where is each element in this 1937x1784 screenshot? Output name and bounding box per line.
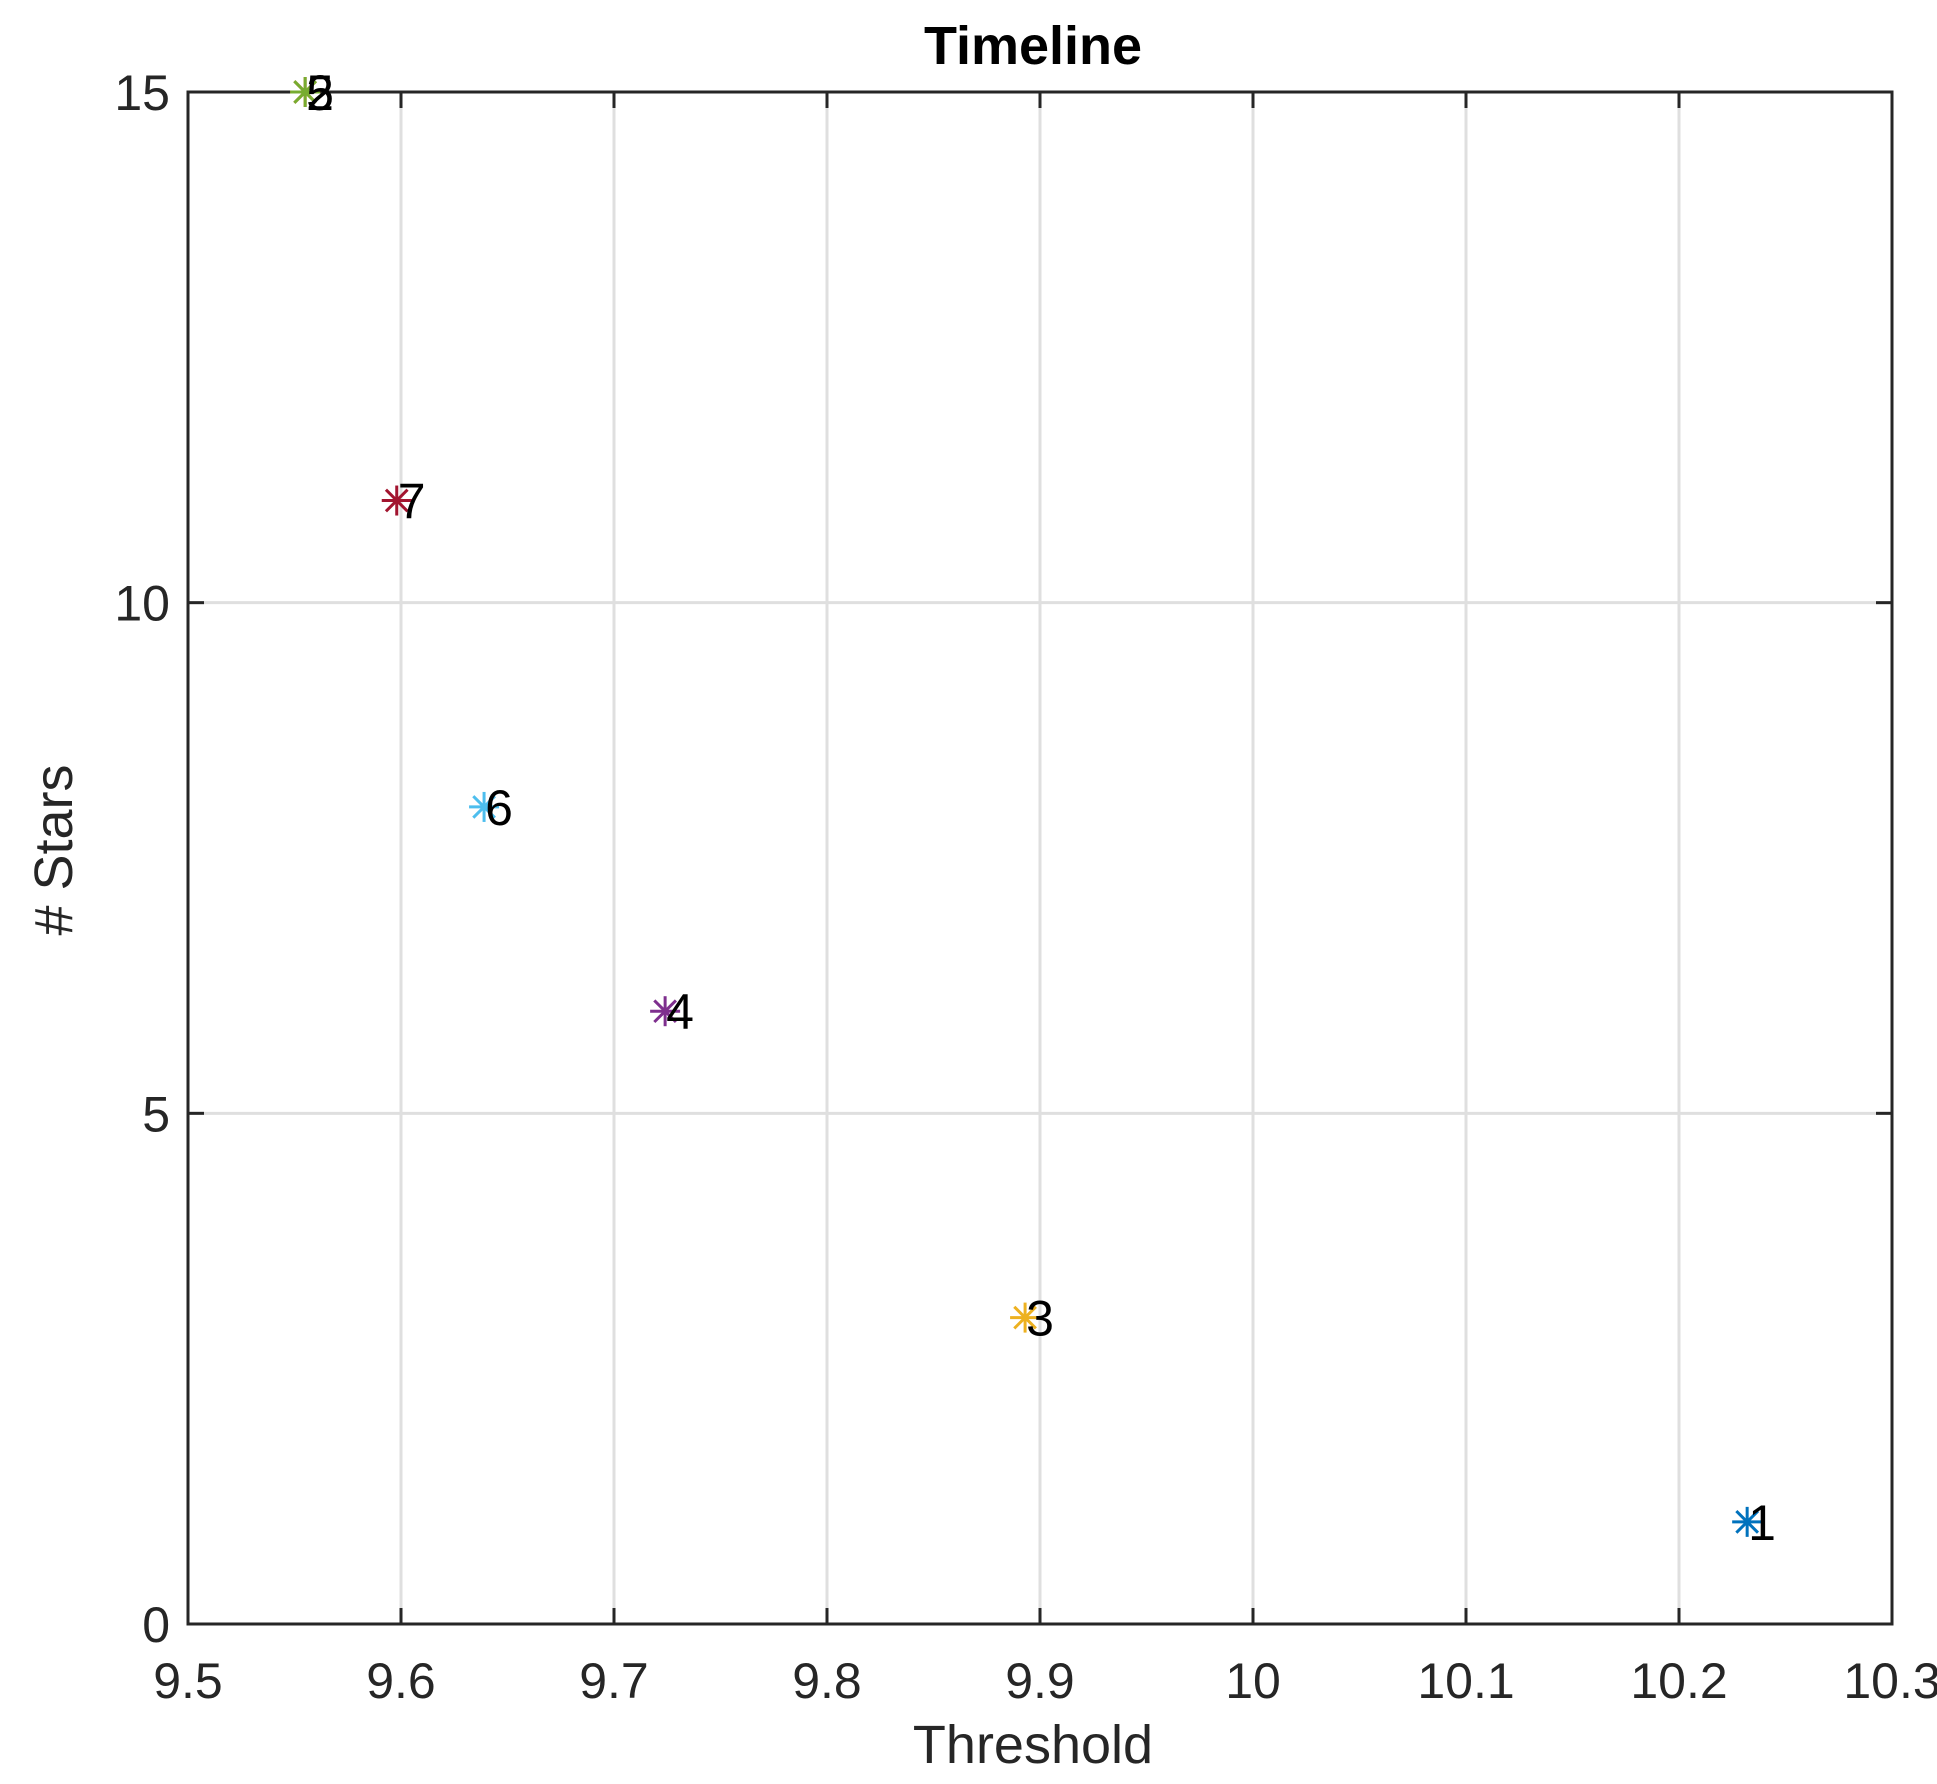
data-markers — [290, 77, 1763, 1537]
x-tick-label: 10.1 — [1417, 1653, 1514, 1709]
data-point-labels: 1 2 3 4 5 6 7 — [306, 65, 1776, 1551]
axis-ticks — [186, 90, 1894, 1626]
data-point-label-1: 1 — [1748, 1495, 1776, 1551]
x-tick-label: 9.6 — [366, 1653, 436, 1709]
y-axis-label: # Stars — [24, 764, 84, 935]
data-point-marker-4 — [650, 996, 681, 1027]
y-tick-label: 10 — [114, 576, 170, 632]
y-tick-label: 0 — [142, 1597, 170, 1653]
data-point-label-4: 4 — [666, 984, 694, 1040]
y-tick-label: 5 — [142, 1086, 170, 1142]
x-tick-label: 9.5 — [153, 1653, 223, 1709]
y-tick-label: 15 — [114, 65, 170, 121]
grid — [188, 92, 1892, 1624]
x-tick-label: 10 — [1225, 1653, 1281, 1709]
x-tick-label: 10.2 — [1630, 1653, 1727, 1709]
data-point-label-5: 5 — [306, 65, 334, 121]
data-point-marker-3 — [1010, 1302, 1041, 1333]
y-tick-labels: 0 5 10 15 — [114, 65, 170, 1653]
x-axis-label: Threshold — [913, 1715, 1153, 1775]
data-point-marker-6 — [469, 791, 500, 822]
x-tick-labels: 9.5 9.6 9.7 9.8 9.9 10 10.1 10.2 10.3 — [153, 1653, 1937, 1709]
data-point-marker-7 — [381, 485, 412, 516]
x-tick-label: 9.7 — [579, 1653, 649, 1709]
data-point-label-6: 6 — [485, 780, 513, 836]
chart-title: Timeline — [924, 16, 1142, 76]
data-point-marker-1 — [1732, 1506, 1763, 1537]
data-point-label-7: 7 — [398, 474, 426, 530]
data-point-marker-5 — [290, 77, 321, 107]
x-tick-label: 9.9 — [1005, 1653, 1075, 1709]
data-point-label-2: 2 — [306, 65, 334, 121]
x-tick-label: 9.8 — [792, 1653, 862, 1709]
data-point-label-3: 3 — [1026, 1291, 1054, 1347]
x-tick-label: 10.3 — [1843, 1653, 1937, 1709]
